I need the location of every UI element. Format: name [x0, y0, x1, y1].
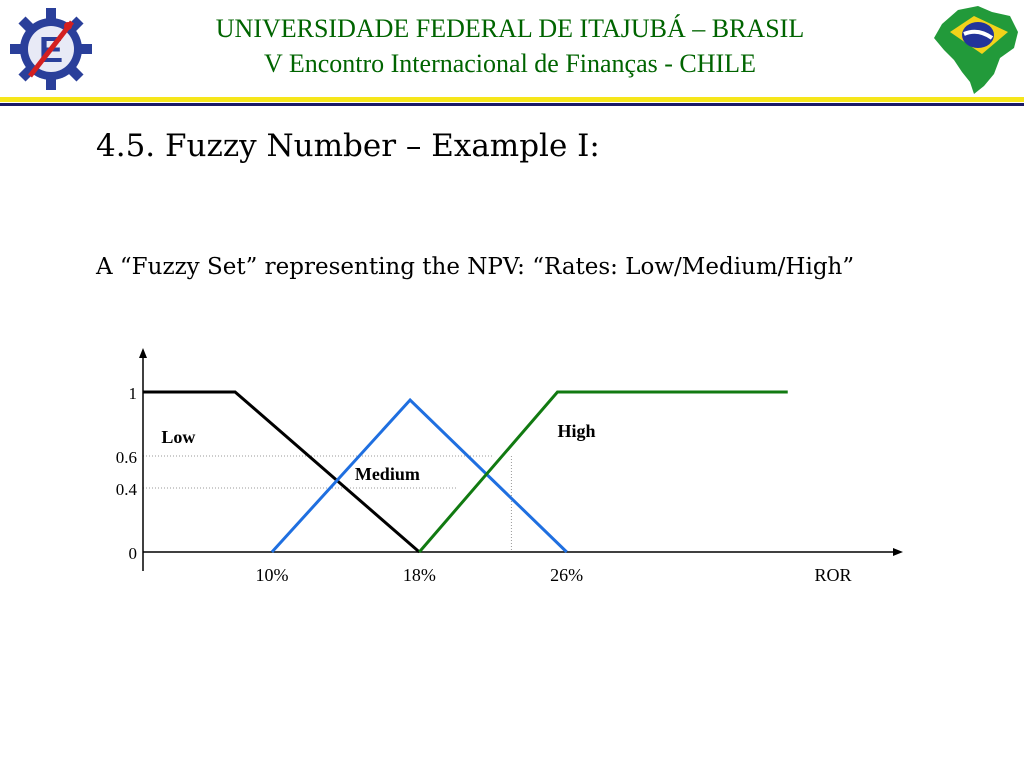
x-tick-label: 18%: [403, 565, 436, 585]
header-yellow-rule: [0, 97, 1024, 102]
series-medium-label: Medium: [355, 464, 420, 484]
x-axis-label: ROR: [814, 565, 851, 585]
series-medium-line: [270, 397, 568, 554]
brazil-map-logo: [928, 2, 1022, 96]
y-tick-label: 0: [129, 544, 138, 563]
series-low-line: [143, 390, 421, 554]
x-tick-label: 26%: [550, 565, 583, 585]
series-low-label: Low: [161, 427, 195, 447]
x-tick-label: 10%: [255, 565, 288, 585]
y-tick-label: 0.4: [116, 480, 138, 499]
brazil-map-flag-icon: [934, 6, 1018, 94]
header-navy-rule: [0, 103, 1024, 106]
university-logo: E: [8, 6, 94, 92]
y-tick-label: 0.6: [116, 448, 137, 467]
series-high-line: [418, 390, 788, 553]
slide-title: 4.5. Fuzzy Number – Example I:: [96, 128, 600, 164]
header-event-name: V Encontro Internacional de Finanças - C…: [264, 49, 756, 78]
y-tick-label: 1: [129, 384, 138, 403]
slide-subtitle: A “Fuzzy Set” representing the NPV: “Rat…: [96, 254, 855, 280]
y-axis-arrow: [139, 348, 147, 358]
header-university-name: UNIVERSIDADE FEDERAL DE ITAJUBÁ – BRASIL: [215, 14, 805, 43]
x-axis-arrow: [893, 548, 903, 556]
university-gear-logo-icon: E: [10, 8, 92, 90]
series-high-label: High: [557, 421, 595, 441]
